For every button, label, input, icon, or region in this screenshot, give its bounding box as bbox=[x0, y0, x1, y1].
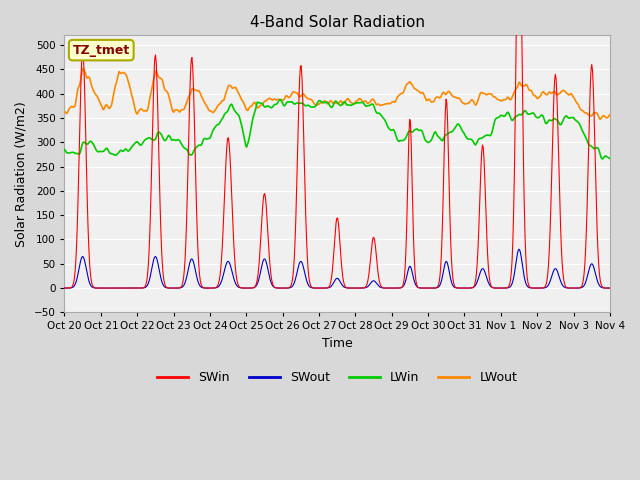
X-axis label: Time: Time bbox=[322, 337, 353, 350]
Text: TZ_tmet: TZ_tmet bbox=[73, 44, 130, 57]
Legend: SWin, SWout, LWin, LWout: SWin, SWout, LWin, LWout bbox=[152, 366, 522, 389]
Y-axis label: Solar Radiation (W/m2): Solar Radiation (W/m2) bbox=[15, 101, 28, 247]
Title: 4-Band Solar Radiation: 4-Band Solar Radiation bbox=[250, 15, 425, 30]
